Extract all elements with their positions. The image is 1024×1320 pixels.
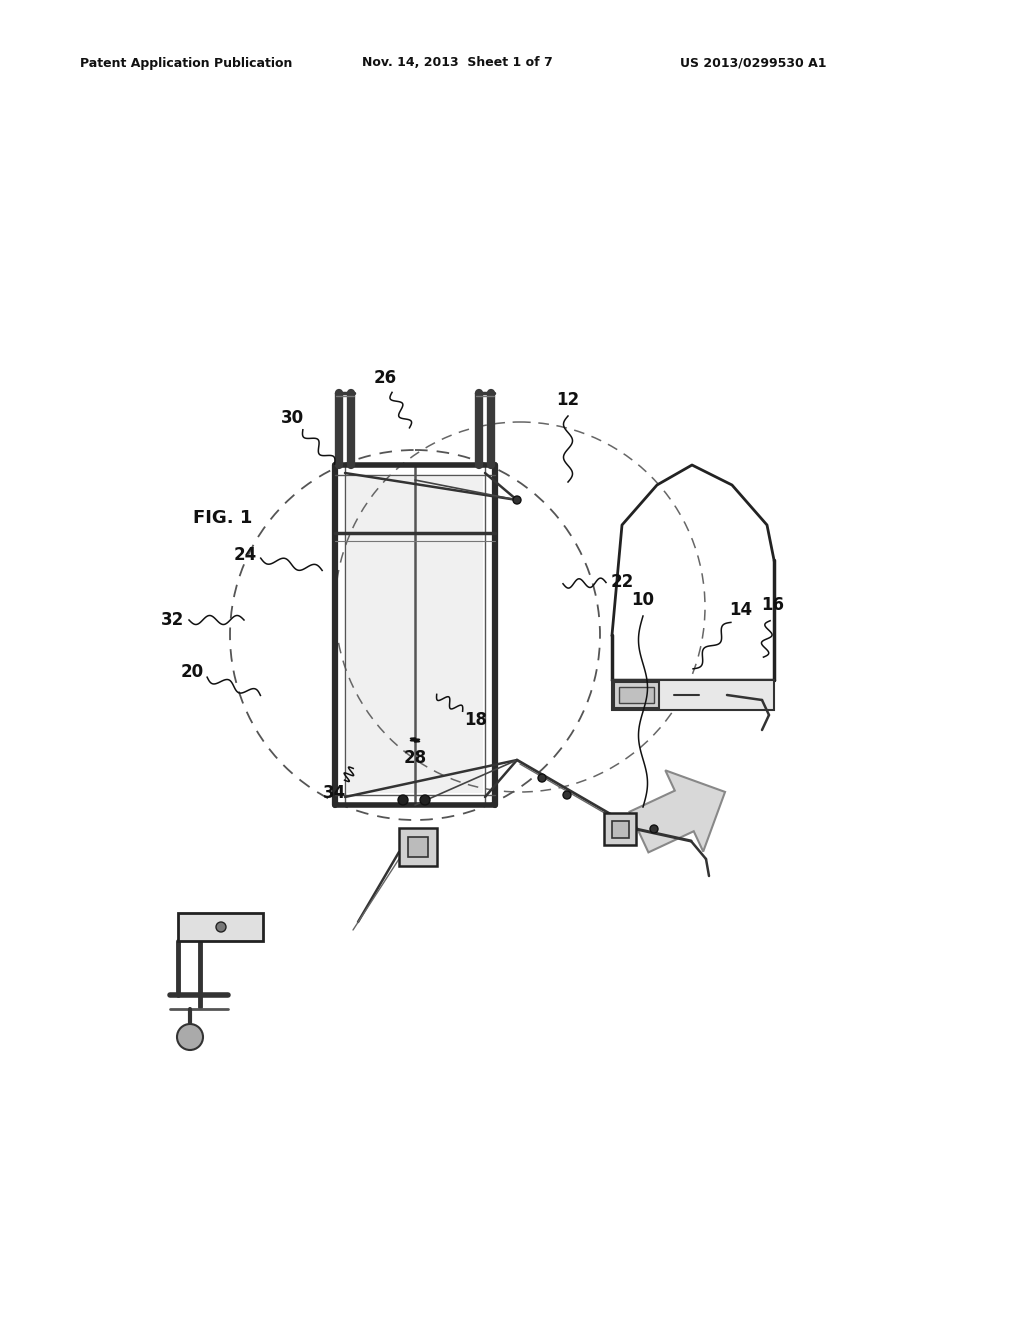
Bar xyxy=(614,682,659,708)
Text: 22: 22 xyxy=(610,573,634,591)
Text: Patent Application Publication: Patent Application Publication xyxy=(80,57,293,70)
Text: 28: 28 xyxy=(403,748,427,767)
Bar xyxy=(612,680,774,710)
Circle shape xyxy=(420,795,430,805)
Bar xyxy=(178,913,263,941)
Text: 24: 24 xyxy=(233,546,257,564)
Text: 10: 10 xyxy=(632,591,654,609)
Text: 16: 16 xyxy=(762,597,784,614)
Bar xyxy=(618,686,654,704)
Text: 30: 30 xyxy=(281,409,303,426)
Bar xyxy=(347,477,483,793)
Text: 26: 26 xyxy=(374,370,396,387)
Bar xyxy=(399,828,437,866)
Circle shape xyxy=(177,1024,203,1049)
Text: 20: 20 xyxy=(180,663,204,681)
Bar xyxy=(408,837,428,857)
Text: FIG. 1: FIG. 1 xyxy=(193,510,252,527)
Circle shape xyxy=(398,795,408,805)
Text: 32: 32 xyxy=(162,611,184,630)
Text: 18: 18 xyxy=(465,711,487,729)
Circle shape xyxy=(513,496,521,504)
Circle shape xyxy=(563,791,571,799)
Text: Nov. 14, 2013  Sheet 1 of 7: Nov. 14, 2013 Sheet 1 of 7 xyxy=(362,57,553,70)
Text: US 2013/0299530 A1: US 2013/0299530 A1 xyxy=(680,57,826,70)
Text: 34: 34 xyxy=(324,784,347,803)
Circle shape xyxy=(216,921,226,932)
Polygon shape xyxy=(630,771,725,853)
Circle shape xyxy=(538,774,546,781)
Text: 14: 14 xyxy=(729,601,753,619)
Text: 12: 12 xyxy=(556,391,580,409)
Bar xyxy=(612,821,629,838)
Circle shape xyxy=(650,825,658,833)
Bar xyxy=(604,813,636,845)
